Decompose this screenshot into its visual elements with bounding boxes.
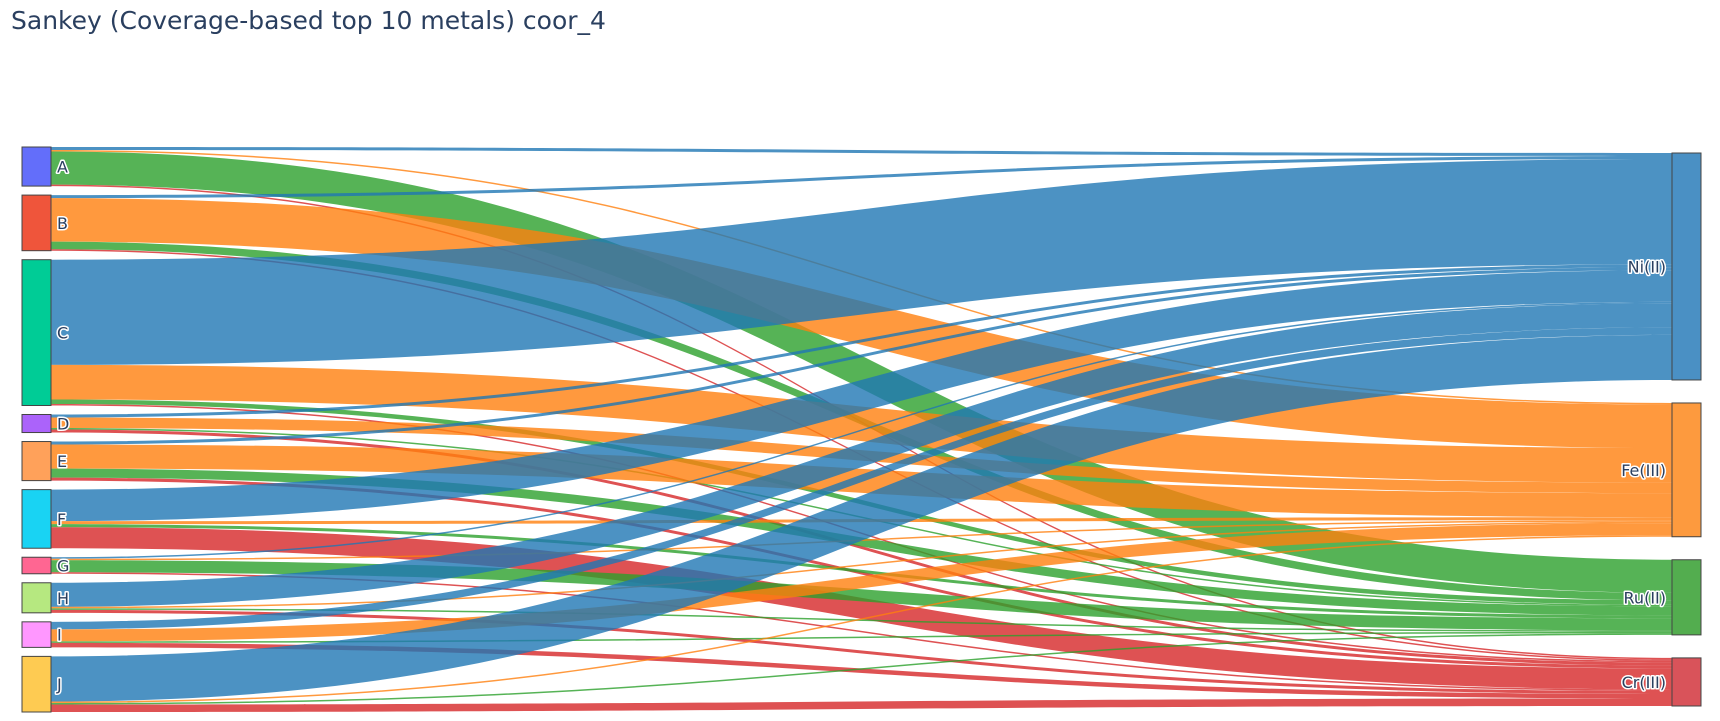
node-c[interactable]	[21, 259, 52, 406]
node-label-halo: I	[57, 626, 62, 645]
node-d[interactable]	[21, 413, 52, 434]
node-label-halo: C	[57, 324, 68, 343]
node-f[interactable]	[21, 489, 52, 549]
node-label-niii: Ni(II)	[1628, 257, 1666, 276]
link-E-to-Ni(II)[interactable]	[51, 267, 1672, 445]
link-F-to-Ni(II)[interactable]	[51, 270, 1672, 522]
link-J-to-Ni(II)[interactable]	[51, 334, 1672, 702]
link-H-to-Cr(III)[interactable]	[51, 609, 1672, 694]
node-label-e: E	[57, 452, 67, 471]
node-a[interactable]	[21, 146, 52, 187]
chart-title: Sankey (Coverage-based top 10 metals) co…	[11, 6, 606, 35]
node-label-halo: G	[57, 557, 69, 576]
node-h[interactable]	[21, 582, 52, 614]
link-A-to-Ni(II)[interactable]	[51, 147, 1672, 157]
link-D-to-Ni(II)[interactable]	[51, 264, 1672, 418]
node-e[interactable]	[21, 441, 52, 482]
link-F-to-Ru(II)[interactable]	[51, 524, 1672, 619]
link-H-to-Ni(II)[interactable]	[51, 303, 1672, 607]
node-label-halo: Fe(III)	[1621, 461, 1666, 480]
sankey-links	[51, 147, 1672, 712]
link-C-to-Fe(III)[interactable]	[51, 364, 1672, 483]
node-label-ruii: Ru(II)	[1624, 588, 1666, 607]
node-label-halo: F	[57, 510, 66, 529]
node-label-h: H	[57, 589, 69, 608]
link-D-to-Cr(III)[interactable]	[51, 429, 1672, 666]
link-J-to-Ru(II)[interactable]	[51, 633, 1672, 705]
link-F-to-Cr(III)[interactable]	[51, 527, 1672, 690]
link-G-to-Ru(II)[interactable]	[51, 560, 1672, 631]
link-I-to-Ni(II)[interactable]	[51, 327, 1672, 630]
link-J-to-Cr(III)[interactable]	[51, 698, 1672, 712]
link-I-to-Ru(II)[interactable]	[51, 631, 1672, 643]
node-feiii[interactable]	[1671, 402, 1702, 538]
node-i[interactable]	[21, 621, 52, 648]
node-label-halo: E	[57, 452, 67, 471]
link-I-to-Fe(III)[interactable]	[51, 523, 1672, 642]
node-label-i: I	[57, 626, 62, 645]
node-niii[interactable]	[1671, 152, 1702, 381]
node-b[interactable]	[21, 194, 52, 252]
link-H-to-Ru(II)[interactable]	[51, 608, 1672, 632]
node-label-a: A	[57, 158, 68, 177]
node-label-halo: D	[57, 415, 69, 434]
node-label-halo: H	[57, 589, 69, 608]
node-label-halo: J	[56, 675, 62, 694]
link-I-to-Cr(III)[interactable]	[51, 642, 1672, 699]
node-label-feiii: Fe(III)	[1621, 461, 1666, 480]
node-label-halo: B	[57, 214, 68, 233]
link-C-to-Ni(II)[interactable]	[51, 159, 1672, 365]
link-J-to-Fe(III)[interactable]	[51, 535, 1672, 703]
link-H-to-Fe(III)[interactable]	[51, 521, 1672, 609]
node-g[interactable]	[21, 556, 52, 575]
link-G-to-Cr(III)[interactable]	[51, 572, 1672, 691]
node-label-d: D	[57, 415, 69, 434]
node-ruii[interactable]	[1671, 559, 1702, 636]
link-G-to-Ni(II)[interactable]	[51, 301, 1672, 559]
node-label-halo: Ni(II)	[1628, 257, 1666, 276]
node-label-f: F	[57, 510, 66, 529]
link-A-to-Ru(II)[interactable]	[51, 151, 1672, 593]
node-label-halo: Cr(III)	[1622, 673, 1666, 692]
link-E-to-Cr(III)[interactable]	[51, 477, 1672, 669]
sankey-labels: AABBCCDDEEFFGGHHIIJJNi(II)Ni(II)Fe(III)F…	[55, 156, 1668, 696]
link-E-to-Ru(II)[interactable]	[51, 468, 1672, 616]
sankey-nodes	[21, 146, 1702, 713]
node-criii[interactable]	[1671, 657, 1702, 707]
node-label-b: B	[57, 214, 68, 233]
link-B-to-Ni(II)[interactable]	[51, 156, 1672, 199]
node-label-halo: A	[57, 158, 68, 177]
node-label-criii: Cr(III)	[1622, 673, 1666, 692]
node-j[interactable]	[21, 655, 52, 713]
node-label-c: C	[57, 324, 68, 343]
node-label-j: J	[56, 675, 62, 694]
node-label-g: G	[57, 557, 69, 576]
node-label-halo: Ru(II)	[1624, 588, 1666, 607]
